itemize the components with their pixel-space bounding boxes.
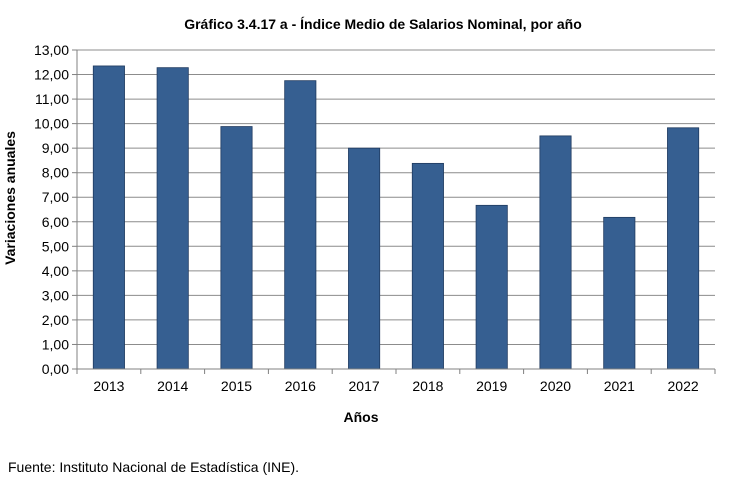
y-tick-label: 7,00 — [42, 189, 69, 205]
y-tick-label: 6,00 — [42, 214, 69, 230]
bar-2021 — [603, 216, 636, 370]
bar-2022 — [667, 127, 700, 370]
y-tick-label: 9,00 — [42, 140, 69, 156]
source-note: Fuente: Instituto Nacional de Estadístic… — [8, 459, 300, 475]
y-tick-label: 1,00 — [42, 336, 69, 352]
x-tick-label: 2022 — [668, 378, 699, 394]
y-tick-label: 11,00 — [35, 91, 69, 107]
y-tick-label: 3,00 — [42, 287, 69, 303]
y-tick-label: 12,00 — [34, 67, 69, 83]
x-tick-label: 2015 — [221, 378, 252, 394]
bar-2018 — [411, 162, 444, 370]
y-tick-label: 2,00 — [42, 312, 69, 328]
bar-2013 — [92, 65, 125, 370]
x-tick-label: 2021 — [604, 378, 635, 394]
bar-2014 — [156, 67, 189, 370]
bar-2016 — [284, 80, 317, 370]
x-tick-label: 2018 — [412, 378, 443, 394]
bars — [92, 65, 700, 370]
bar-2015 — [220, 126, 253, 370]
bar-2019 — [475, 204, 508, 370]
chart-title: Gráfico 3.4.17 a - Índice Medio de Salar… — [184, 16, 582, 32]
y-axis-ticks: 0,00 1,00 2,00 3,00 4,00 5,00 6,00 7,00 8,00 9,00… — [34, 42, 77, 377]
y-tick-label: 4,00 — [42, 263, 69, 279]
x-tick-label: 2013 — [93, 378, 124, 394]
y-tick-label: 10,00 — [34, 116, 69, 132]
y-tick-label: 13,00 — [34, 42, 69, 58]
y-tick-label: 0,00 — [42, 361, 69, 377]
y-tick-label: 8,00 — [42, 165, 69, 181]
y-axis-title: Variaciones anuales — [2, 131, 18, 265]
x-tick-label: 2016 — [285, 378, 316, 394]
bar-2017 — [348, 147, 381, 370]
x-tick-label: 2014 — [157, 378, 188, 394]
x-tick-label: 2017 — [349, 378, 380, 394]
bar-2020 — [539, 135, 572, 370]
x-tick-label: 2019 — [476, 378, 507, 394]
y-tick-label: 5,00 — [42, 238, 69, 254]
x-tick-label: 2020 — [540, 378, 571, 394]
x-axis-ticks: 2013 2014 2015 2016 2017 2018 2019 2020 2021 2022 — [76, 369, 716, 394]
bar-chart: Gráfico 3.4.17 a - Índice Medio de Salar… — [2, 16, 716, 425]
x-axis-title: Años — [344, 409, 379, 425]
